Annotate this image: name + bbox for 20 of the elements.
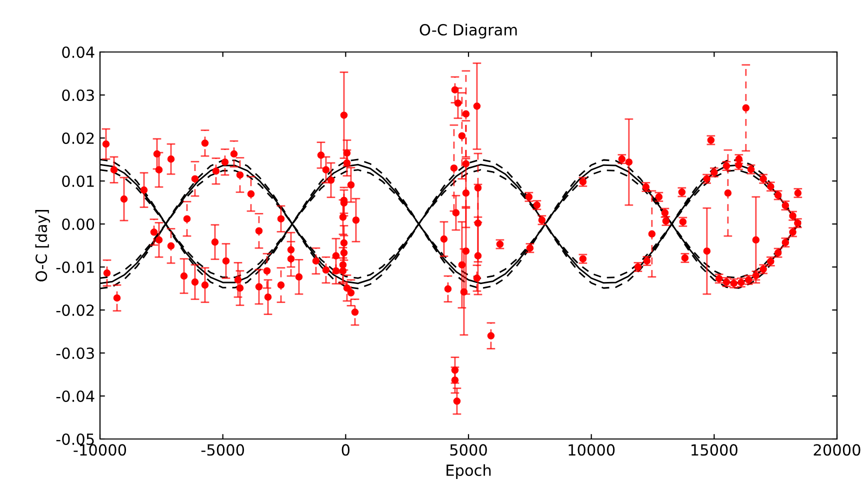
- y-tick-label: 0.00: [62, 218, 94, 230]
- x-tick-label: 0: [342, 444, 350, 456]
- y-axis-title: O-C [day]: [35, 210, 50, 282]
- x-tick-label: 10000: [568, 444, 615, 456]
- y-tick-label: 0.02: [62, 132, 94, 144]
- y-tick-label: -0.05: [56, 433, 94, 446]
- y-tick-label: -0.01: [56, 261, 94, 274]
- x-tick-label: -10000: [74, 444, 126, 456]
- y-tick-label: 0.03: [62, 89, 94, 102]
- y-tick-label: -0.02: [56, 304, 94, 316]
- x-tick-label: -5000: [201, 444, 244, 456]
- chart-title: O-C Diagram: [420, 24, 517, 39]
- x-tick-label: 5000: [450, 444, 487, 456]
- x-tick-label: 20000: [814, 444, 860, 456]
- y-tick-label: 0.04: [62, 46, 94, 58]
- x-tick-label: 15000: [692, 444, 738, 456]
- y-tick-label: -0.03: [56, 347, 94, 360]
- x-axis-title: Epoch: [446, 464, 491, 479]
- y-tick-label: -0.04: [56, 390, 94, 402]
- y-tick-label: 0.01: [62, 175, 94, 188]
